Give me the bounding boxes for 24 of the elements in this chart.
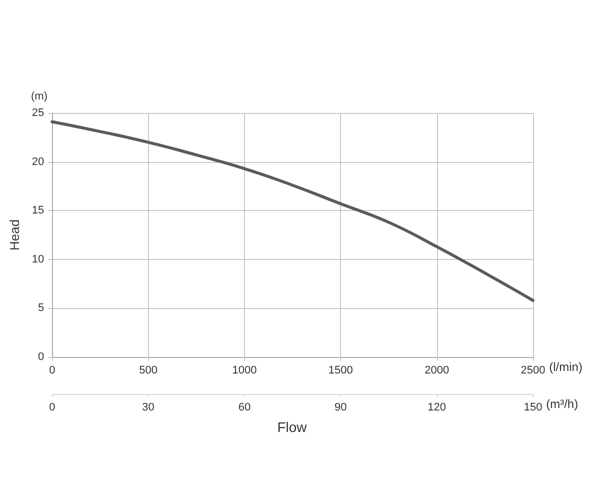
x2-tick-label: 60 bbox=[238, 402, 251, 414]
y-tick-label: 5 bbox=[38, 302, 44, 314]
text: Flow bbox=[277, 419, 308, 435]
x-tick-label: 2000 bbox=[424, 364, 450, 376]
x-tick-label: 1500 bbox=[328, 364, 353, 376]
x2-tick-label: 0 bbox=[49, 402, 56, 414]
y-tick-label: 0 bbox=[38, 351, 44, 363]
text: (m) bbox=[31, 90, 48, 102]
x2-tick-label: 150 bbox=[524, 402, 542, 414]
line-series bbox=[50, 120, 534, 302]
y-tick-label: 25 bbox=[32, 107, 44, 119]
x2-tick-label: 90 bbox=[334, 402, 347, 414]
y-tick-label: 10 bbox=[32, 253, 44, 266]
x2-tick-label: 30 bbox=[142, 402, 154, 414]
x-tick-label: 1000 bbox=[232, 364, 257, 376]
x2-tick-label: 120 bbox=[428, 402, 446, 414]
x-axis-title: (l/min) bbox=[549, 360, 582, 374]
x-tick-label: 500 bbox=[139, 364, 158, 376]
y-axis-title: Head bbox=[7, 219, 22, 251]
y-tick-label: 20 bbox=[32, 156, 44, 168]
x-tick-label: 0 bbox=[49, 364, 56, 376]
y-tick-label: 15 bbox=[32, 204, 44, 217]
x-tick-label: 2500 bbox=[520, 364, 546, 376]
x2-axis-title: (m³/h) bbox=[546, 397, 578, 411]
